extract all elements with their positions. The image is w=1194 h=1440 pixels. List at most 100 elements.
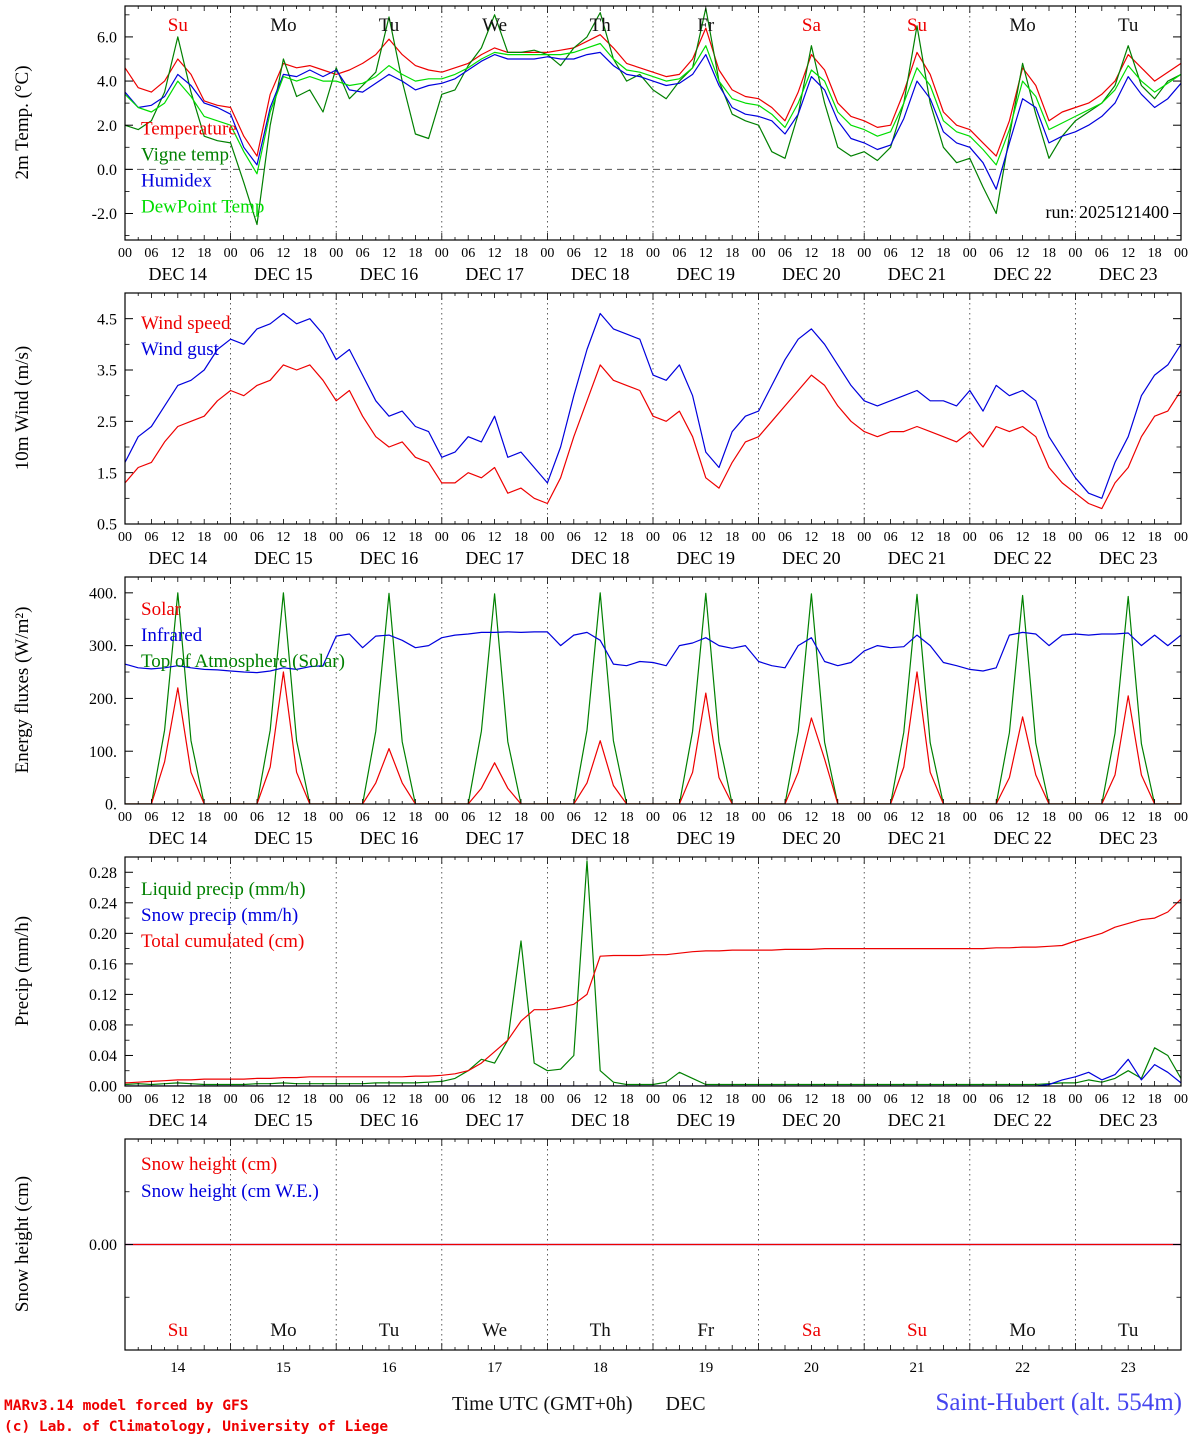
svg-text:DEC 21: DEC 21 [888,828,947,848]
footer: MARv3.14 model forced by GFS (c) Lab. of… [0,1384,1194,1440]
svg-text:Wind gust: Wind gust [141,339,220,360]
svg-text:00: 00 [963,1092,977,1107]
svg-text:14: 14 [170,1360,186,1376]
svg-text:DEC 22: DEC 22 [993,828,1052,848]
svg-text:Snow height (cm W.E.): Snow height (cm W.E.) [141,1181,319,1202]
svg-text:00: 00 [857,810,871,825]
svg-text:06: 06 [144,810,158,825]
svg-text:DEC 20: DEC 20 [782,548,841,568]
svg-text:10m Wind (m/s): 10m Wind (m/s) [12,346,33,471]
svg-text:00: 00 [329,1092,343,1107]
svg-text:20: 20 [804,1360,819,1376]
svg-text:18: 18 [1042,810,1056,825]
svg-text:DEC 16: DEC 16 [360,1110,419,1130]
svg-text:12: 12 [593,246,607,261]
svg-text:12: 12 [276,530,290,545]
svg-text:0.5: 0.5 [97,517,117,534]
svg-text:18: 18 [514,810,528,825]
svg-text:06: 06 [461,530,475,545]
svg-text:18: 18 [408,1092,422,1107]
svg-text:Humidex: Humidex [141,170,212,191]
svg-text:100.: 100. [89,744,117,761]
svg-text:06: 06 [461,1092,475,1107]
svg-text:18: 18 [1148,1092,1162,1107]
svg-text:06: 06 [1095,246,1109,261]
svg-text:Mo: Mo [1009,15,1035,36]
svg-text:06: 06 [989,530,1003,545]
svg-text:0.00: 0.00 [89,1079,117,1096]
snow-height-panel: 0.00 14 15 16 17 18 19 20 21 22 23 Su Mo Tu We Th Fr Sa Su… [0,1138,1194,1384]
svg-text:06: 06 [356,530,370,545]
snow-chart: 0.00 14 15 16 17 18 19 20 21 22 23 Su Mo Tu We Th Fr Sa Su… [12,1138,1182,1376]
precipitation-panel: 0.28 0.24 0.20 0.16 0.12 0.08 0.04 0.00 00 06 12 18… [0,856,1194,1138]
svg-text:DEC 23: DEC 23 [1099,548,1158,568]
svg-text:2.0: 2.0 [97,118,117,135]
svg-text:12: 12 [1016,246,1030,261]
svg-text:Precip (mm/h): Precip (mm/h) [12,916,33,1026]
svg-text:0.20: 0.20 [89,926,117,943]
svg-text:00: 00 [329,530,343,545]
svg-text:00: 00 [435,530,449,545]
svg-text:06: 06 [989,810,1003,825]
svg-text:00: 00 [1068,246,1082,261]
svg-text:Wind speed: Wind speed [141,313,231,334]
svg-text:00: 00 [1068,810,1082,825]
svg-text:Tu: Tu [379,1320,400,1341]
svg-text:06: 06 [1095,1092,1109,1107]
svg-text:DEC 17: DEC 17 [465,1110,524,1130]
svg-text:DEC 19: DEC 19 [677,828,736,848]
svg-text:DEC 18: DEC 18 [571,828,630,848]
svg-text:00: 00 [857,246,871,261]
svg-text:18: 18 [1148,246,1162,261]
svg-text:12: 12 [382,1092,396,1107]
svg-text:18: 18 [1042,1092,1056,1107]
svg-text:12: 12 [1016,530,1030,545]
svg-text:00: 00 [1068,1092,1082,1107]
energy-flux-panel: 400. 300. 200. 100. 0. 00 06 12 18 DEC 14 00 06 12 18… [0,576,1194,856]
svg-text:12: 12 [276,810,290,825]
svg-text:18: 18 [831,246,845,261]
svg-text:18: 18 [303,1092,317,1107]
wind-panel: 4.5 3.5 2.5 1.5 0.5 00 06 12 18 DEC 14 00 06 12 18 DEC… [0,292,1194,576]
svg-text:DEC 21: DEC 21 [888,548,947,568]
svg-text:3.5: 3.5 [97,363,117,380]
svg-text:00: 00 [224,246,238,261]
svg-text:12: 12 [171,810,185,825]
svg-text:DEC 14: DEC 14 [149,828,208,848]
time-axis-label: Time UTC (GMT+0h) [452,1393,633,1415]
svg-text:DEC 23: DEC 23 [1099,828,1158,848]
svg-text:18: 18 [303,246,317,261]
svg-text:DEC 16: DEC 16 [360,264,419,284]
svg-text:06: 06 [461,246,475,261]
month-label: DEC [665,1393,706,1415]
svg-text:00: 00 [752,246,766,261]
svg-text:12: 12 [1016,810,1030,825]
model-credits: MARv3.14 model forced by GFS (c) Lab. of… [4,1396,388,1437]
svg-text:00: 00 [1174,810,1188,825]
svg-text:12: 12 [382,246,396,261]
svg-text:18: 18 [1042,530,1056,545]
svg-text:15: 15 [276,1360,291,1376]
svg-text:12: 12 [593,810,607,825]
svg-text:06: 06 [250,530,264,545]
svg-text:18: 18 [831,1092,845,1107]
svg-text:0.04: 0.04 [89,1048,117,1065]
svg-text:1.5: 1.5 [97,465,117,482]
svg-text:DewPoint Temp: DewPoint Temp [141,196,264,217]
svg-text:Tu: Tu [1118,1320,1139,1341]
svg-text:06: 06 [778,530,792,545]
svg-text:00: 00 [752,530,766,545]
svg-text:0.16: 0.16 [89,956,117,973]
svg-text:00: 00 [646,530,660,545]
svg-text:18: 18 [514,246,528,261]
svg-text:06: 06 [567,810,581,825]
svg-text:06: 06 [356,246,370,261]
svg-text:00: 00 [1174,530,1188,545]
svg-text:12: 12 [171,1092,185,1107]
svg-text:06: 06 [778,246,792,261]
svg-text:12: 12 [171,246,185,261]
svg-text:4.5: 4.5 [97,311,117,328]
svg-text:Snow height (cm): Snow height (cm) [12,1176,33,1312]
svg-text:18: 18 [831,810,845,825]
